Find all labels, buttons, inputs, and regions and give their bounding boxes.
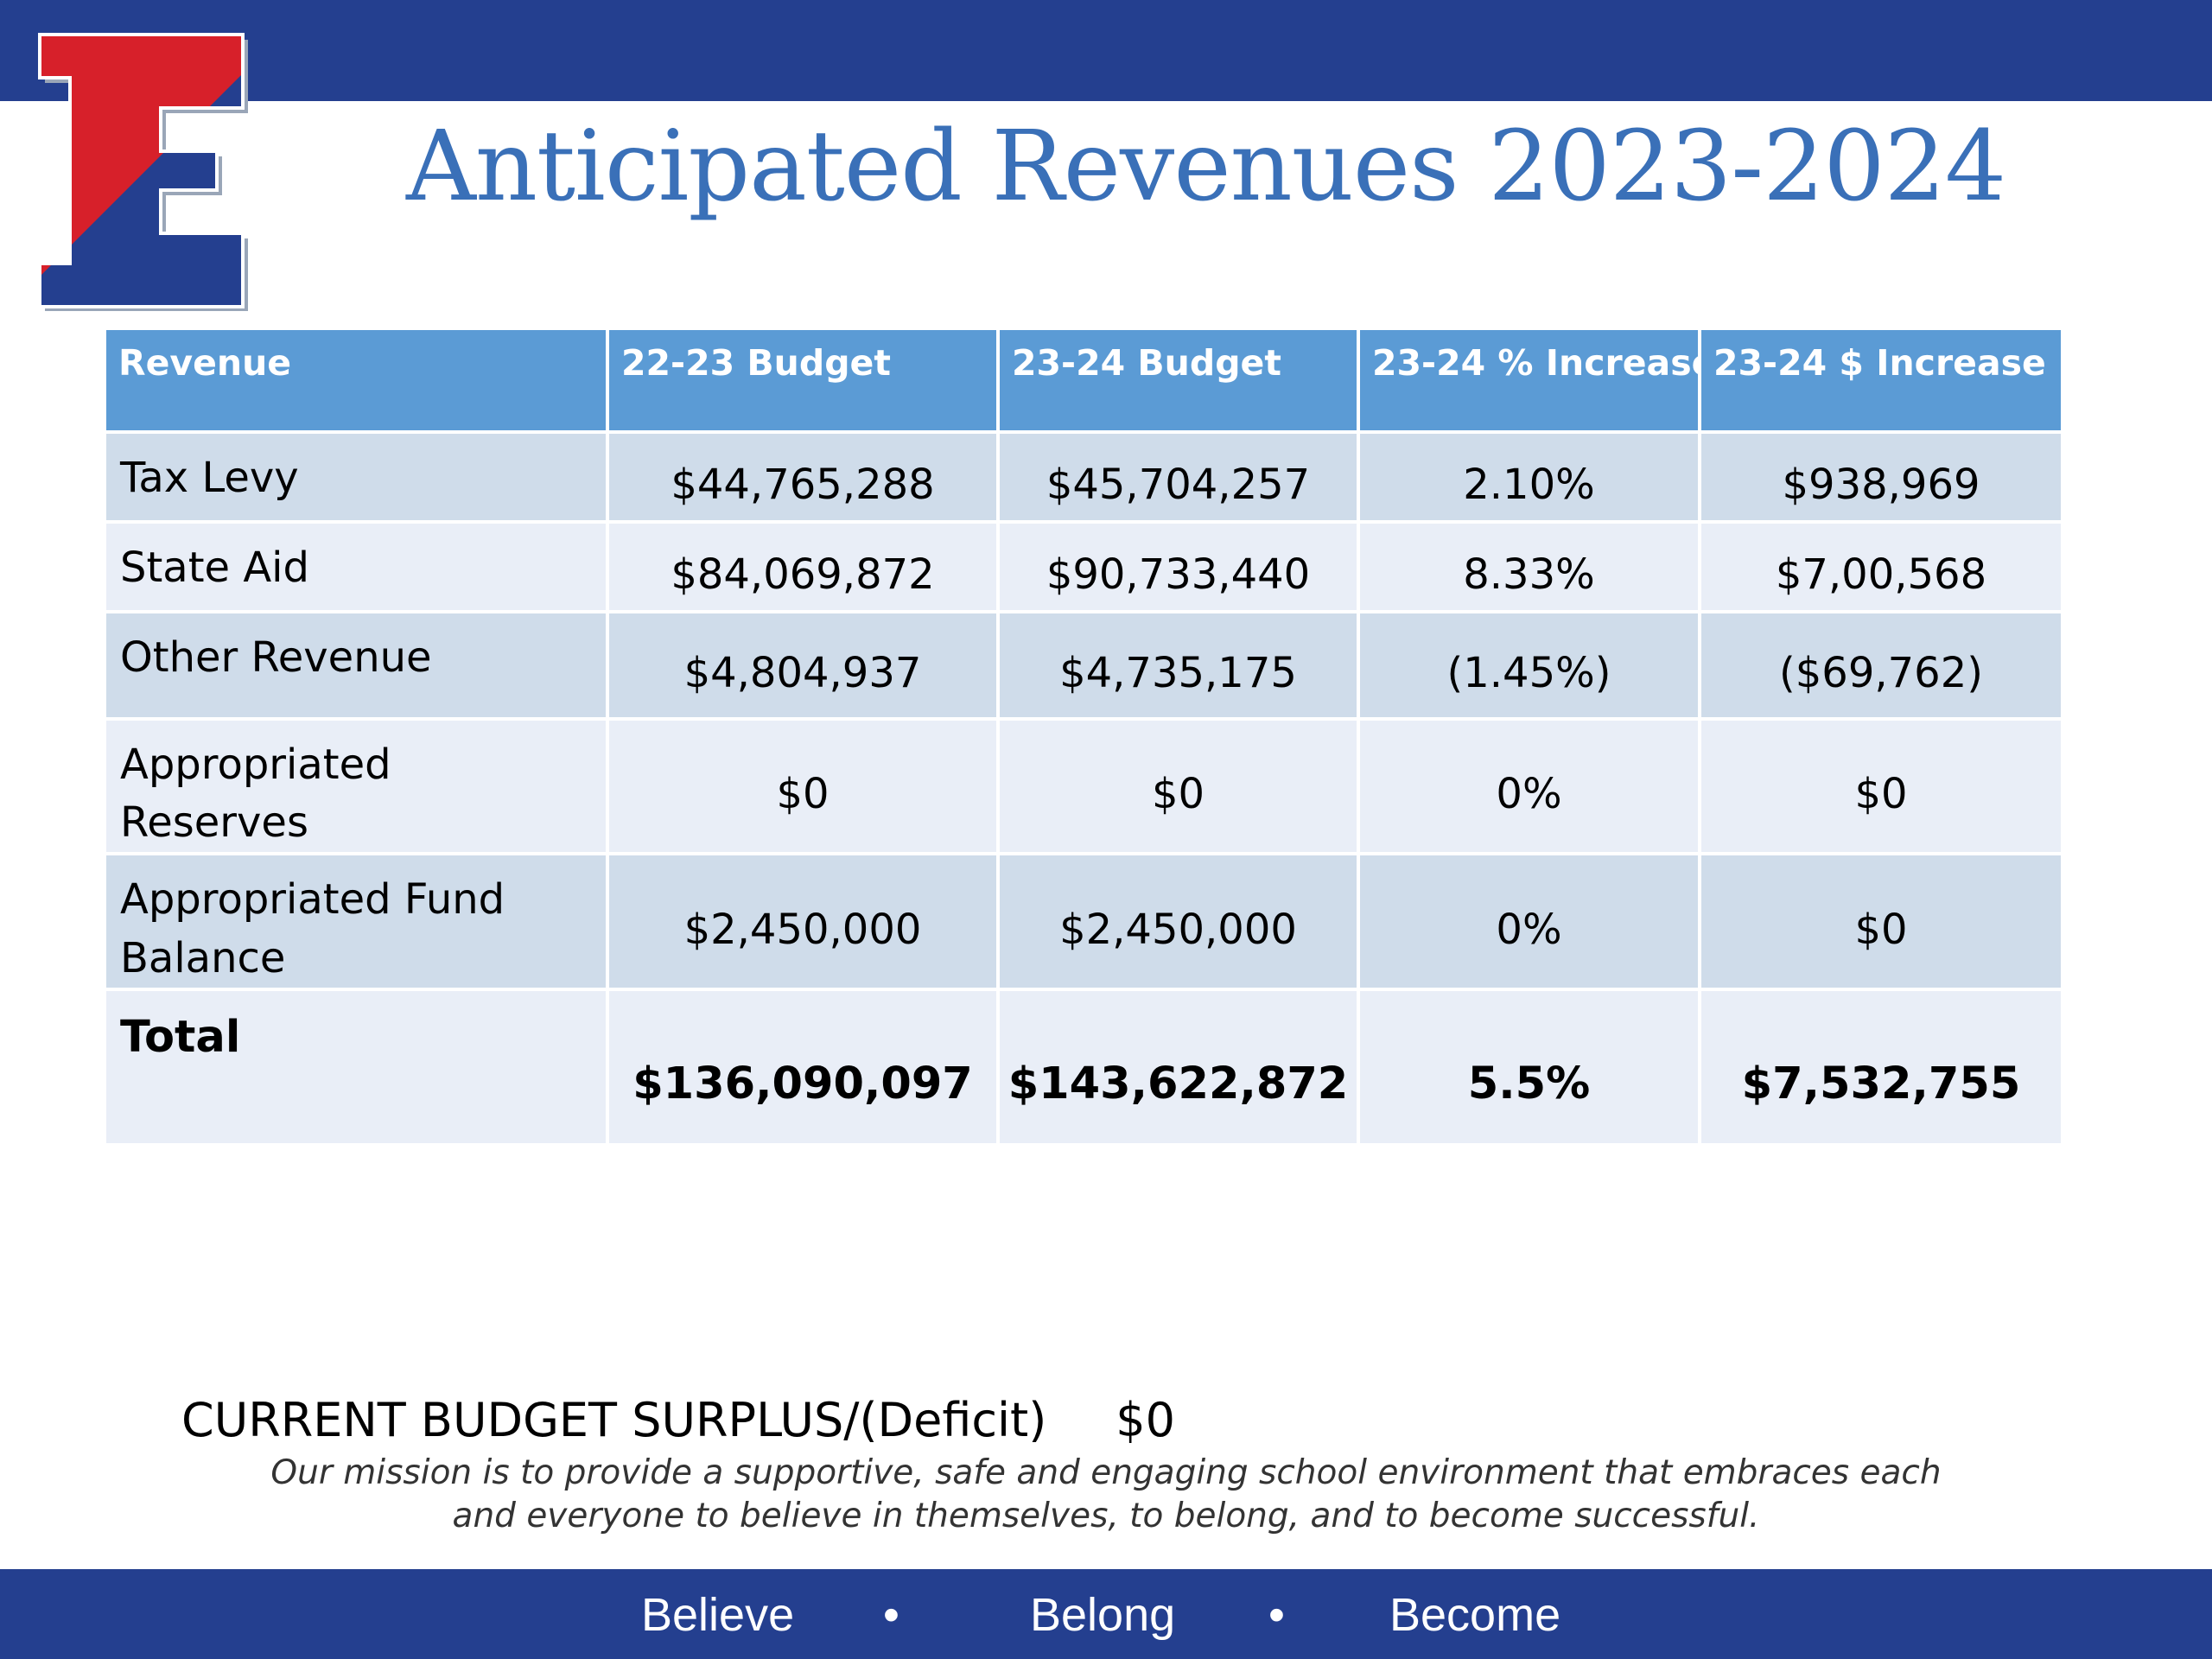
cell-value: $7,532,755: [1698, 987, 2064, 1147]
cell-value: $0: [996, 716, 1360, 856]
cell-value: $136,090,097: [606, 987, 1000, 1147]
table-header-row: Revenue 22-23 Budget 23-24 Budget 23-24 …: [103, 327, 2064, 434]
revenue-table: Revenue 22-23 Budget 23-24 Budget 23-24 …: [103, 327, 2064, 1147]
motto-bullet: •: [1268, 1589, 1285, 1641]
cell-value: $2,450,000: [606, 852, 1000, 991]
top-banner: [0, 0, 2212, 101]
mission-statement: Our mission is to provide a supportive, …: [270, 1453, 1942, 1535]
table-total-row: Total $136,090,097 $143,622,872 5.5% $7,…: [103, 987, 2064, 1147]
table-row: Other Revenue $4,804,937 $4,735,175 (1.4…: [103, 610, 2064, 721]
row-label: Appropriated Reserves: [103, 716, 609, 856]
page-title: Anticipated Revenues 2023-2024: [406, 111, 2006, 223]
row-label: Tax Levy: [103, 430, 609, 524]
column-header: 23-24 % Increase: [1357, 327, 1701, 434]
cell-value: 8.33%: [1357, 520, 1701, 613]
surplus-label: CURRENT BUDGET SURPLUS/(Deficit): [181, 1393, 1047, 1447]
row-label: Other Revenue: [103, 610, 609, 721]
cell-value: $2,450,000: [996, 852, 1360, 991]
column-header: Revenue: [103, 327, 609, 434]
budget-surplus-line: CURRENT BUDGET SURPLUS/(Deficit) $0: [181, 1393, 1175, 1447]
row-label: Total: [103, 987, 609, 1147]
cell-value: ($69,762): [1698, 610, 2064, 721]
motto-believe: Believe: [641, 1589, 795, 1641]
cell-value: $0: [1698, 852, 2064, 991]
cell-value: $84,069,872: [606, 520, 1000, 613]
footer-banner: [0, 1569, 2212, 1659]
cell-value: $44,765,288: [606, 430, 1000, 524]
cell-value: $143,622,872: [996, 987, 1360, 1147]
cell-value: $938,969: [1698, 430, 2064, 524]
cell-value: $4,735,175: [996, 610, 1360, 721]
column-header: 23-24 $ Increase: [1698, 327, 2064, 434]
cell-value: 5.5%: [1357, 987, 1701, 1147]
motto-belong: Belong: [1030, 1589, 1176, 1641]
column-header: 23-24 Budget: [996, 327, 1360, 434]
column-header: 22-23 Budget: [606, 327, 1000, 434]
row-label: State Aid: [103, 520, 609, 613]
surplus-value: $0: [1116, 1393, 1176, 1447]
row-label: Appropriated Fund Balance: [103, 852, 609, 991]
cell-value: $0: [606, 716, 1000, 856]
table-row: Appropriated Reserves $0 $0 0% $0: [103, 716, 2064, 856]
cell-value: $7,00,568: [1698, 520, 2064, 613]
table-row: State Aid $84,069,872 $90,733,440 8.33% …: [103, 520, 2064, 613]
table-row: Appropriated Fund Balance $2,450,000 $2,…: [103, 852, 2064, 991]
motto-bar: Believe • Belong • Become: [0, 1569, 2212, 1659]
cell-value: 0%: [1357, 716, 1701, 856]
cell-value: 2.10%: [1357, 430, 1701, 524]
cell-value: $90,733,440: [996, 520, 1360, 613]
motto-bullet: •: [883, 1589, 899, 1641]
table-row: Tax Levy $44,765,288 $45,704,257 2.10% $…: [103, 430, 2064, 524]
cell-value: $4,804,937: [606, 610, 1000, 721]
cell-value: $0: [1698, 716, 2064, 856]
cell-value: (1.45%): [1357, 610, 1701, 721]
cell-value: 0%: [1357, 852, 1701, 991]
cell-value: $45,704,257: [996, 430, 1360, 524]
school-logo: [38, 33, 248, 311]
motto-become: Become: [1389, 1589, 1561, 1641]
